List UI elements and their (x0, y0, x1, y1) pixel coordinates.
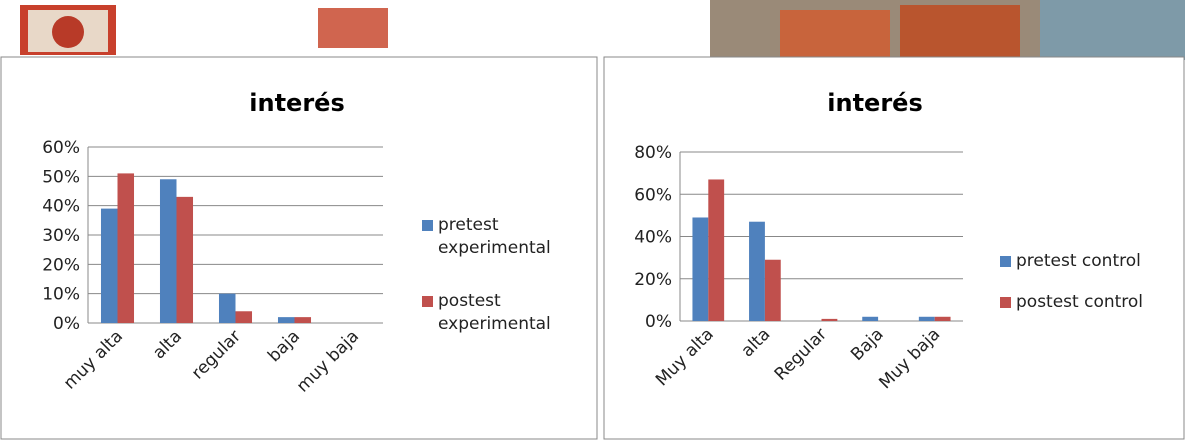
logo2 (318, 8, 388, 48)
painting-part (780, 10, 890, 60)
y-tick-label: 30% (42, 226, 80, 246)
chart-title: interés (827, 89, 922, 117)
y-tick-label: 80% (634, 143, 672, 163)
painting-part (1040, 0, 1185, 60)
bar (749, 221, 765, 321)
legend-label: postest control (1016, 292, 1144, 312)
chart-frame (0, 56, 598, 440)
legend-label: postest experimental (438, 291, 551, 334)
legend-label: pretest control (1016, 251, 1141, 271)
bar (918, 316, 935, 321)
bar (821, 318, 838, 321)
legend-item: pretest experimental (422, 214, 582, 260)
bar (235, 311, 253, 323)
chart-title: interés (249, 89, 344, 117)
legend-swatch (1000, 297, 1011, 308)
bar (708, 179, 725, 321)
legend-swatch (1000, 256, 1011, 267)
bar (692, 217, 709, 321)
y-tick-label: 10% (42, 285, 80, 305)
y-tick-label: 60% (634, 185, 672, 205)
painting-part (900, 5, 1020, 60)
bar (862, 316, 879, 321)
y-tick-label: 40% (634, 228, 672, 248)
legend-item: pretest control (1000, 250, 1175, 273)
y-tick-label: 50% (42, 167, 80, 187)
logo-emblem (52, 16, 84, 48)
legend-item: postest experimental (422, 290, 582, 336)
bar (117, 173, 135, 323)
bar (218, 293, 236, 323)
legend-swatch (422, 220, 433, 231)
y-tick-label: 20% (634, 270, 672, 290)
y-tick-label: 60% (42, 138, 80, 158)
legend-label: pretest experimental (438, 215, 551, 258)
bar (159, 179, 177, 323)
bar (764, 259, 781, 321)
legend-swatch (422, 296, 433, 307)
y-tick-label: 40% (42, 197, 80, 217)
bar (294, 317, 312, 323)
legend-item: postest control (1000, 291, 1175, 314)
bar (176, 196, 194, 323)
y-tick-label: 20% (42, 255, 80, 275)
y-tick-label: 0% (645, 312, 672, 332)
header-decoration (20, 0, 1185, 60)
y-tick-label: 0% (53, 314, 80, 334)
bar (277, 317, 295, 323)
bar (934, 316, 951, 321)
bar (100, 208, 118, 323)
